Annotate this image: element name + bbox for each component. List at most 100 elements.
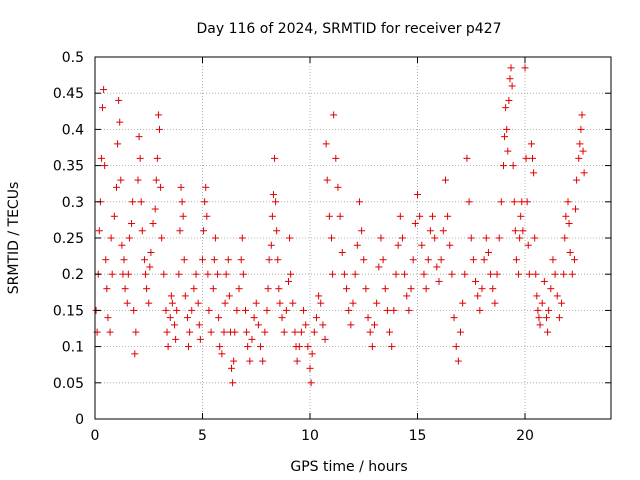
data-point <box>186 328 194 336</box>
data-point <box>147 248 155 256</box>
data-point <box>131 350 139 358</box>
data-point <box>448 270 456 278</box>
data-point <box>275 285 283 293</box>
data-point <box>511 227 519 235</box>
data-point <box>527 140 535 148</box>
data-point <box>205 306 213 314</box>
data-point <box>418 241 426 249</box>
data-point <box>377 234 385 242</box>
data-point <box>97 154 105 162</box>
data-point <box>472 277 480 285</box>
data-point <box>224 256 232 264</box>
tick-labels: 0 0.05 0.1 0.15 0.2 0.25 0.3 0.35 0.4 0.45 0.5 0 5 10… <box>53 50 534 444</box>
data-point <box>519 227 527 235</box>
data-point <box>132 328 140 336</box>
data-point <box>310 328 318 336</box>
data-point <box>125 234 133 242</box>
data-point <box>168 299 176 307</box>
chart-title: Day 116 of 2024, SRMTID for receiver p42… <box>196 21 501 37</box>
y-tick-label: 0.25 <box>53 231 84 247</box>
data-point <box>578 111 586 119</box>
data-point <box>106 328 114 336</box>
data-point <box>222 270 230 278</box>
data-point <box>480 256 488 264</box>
data-point <box>343 285 351 293</box>
data-point <box>231 328 239 336</box>
x-tick-label: 20 <box>516 428 534 444</box>
data-point <box>145 299 153 307</box>
data-point <box>304 343 312 351</box>
data-point <box>580 169 588 177</box>
data-point <box>503 125 511 133</box>
data-point <box>381 285 389 293</box>
data-point <box>162 306 170 314</box>
data-point <box>164 343 172 351</box>
data-point <box>566 248 574 256</box>
y-tick-label: 0.4 <box>62 122 84 138</box>
data-point <box>555 314 563 322</box>
data-point <box>532 270 540 278</box>
data-point <box>482 234 490 242</box>
data-point <box>233 306 241 314</box>
data-point <box>101 162 109 170</box>
axes <box>94 56 612 420</box>
data-point <box>99 104 107 112</box>
data-point <box>422 285 430 293</box>
data-point <box>454 357 462 365</box>
data-point <box>107 234 115 242</box>
data-point <box>575 154 583 162</box>
data-point <box>207 328 215 336</box>
y-tick-label: 0.45 <box>53 86 84 102</box>
data-point <box>244 343 252 351</box>
data-point <box>407 285 415 293</box>
data-point <box>474 292 482 300</box>
data-point <box>543 314 550 322</box>
y-tick-label: 0.35 <box>53 159 84 175</box>
data-point <box>379 256 387 264</box>
data-point <box>282 306 290 314</box>
data-point <box>100 86 108 94</box>
data-point <box>523 198 531 206</box>
data-point <box>414 191 421 199</box>
data-point <box>317 299 325 307</box>
data-point <box>394 241 402 249</box>
data-point <box>180 256 188 264</box>
data-point <box>264 285 272 293</box>
data-point <box>507 64 515 72</box>
data-point <box>149 220 157 228</box>
data-point <box>561 234 569 242</box>
data-point <box>433 263 441 271</box>
data-point <box>323 176 331 184</box>
data-point <box>446 241 454 249</box>
data-point <box>336 212 344 220</box>
data-point <box>383 306 391 314</box>
data-point <box>280 328 288 336</box>
data-point <box>171 321 179 329</box>
data-point <box>163 328 171 336</box>
data-point <box>386 328 394 336</box>
data-point <box>538 299 546 307</box>
data-point <box>349 299 357 307</box>
data-point <box>426 227 434 235</box>
data-point <box>135 133 143 141</box>
data-point <box>102 256 110 264</box>
data-point <box>225 292 233 300</box>
data-point <box>517 212 525 220</box>
data-point <box>230 357 238 365</box>
data-point <box>347 321 355 329</box>
data-point <box>220 328 228 336</box>
data-point <box>463 154 471 162</box>
data-point <box>476 306 484 314</box>
data-point <box>525 270 533 278</box>
data-point <box>246 357 254 365</box>
data-point <box>136 154 144 162</box>
data-point <box>439 227 447 235</box>
data-point <box>179 212 187 220</box>
data-point <box>392 270 400 278</box>
data-point <box>278 314 286 322</box>
data-point <box>345 306 353 314</box>
y-tick-label: 0.05 <box>53 376 84 392</box>
data-point <box>487 270 495 278</box>
data-point <box>403 292 411 300</box>
data-point <box>510 198 518 206</box>
